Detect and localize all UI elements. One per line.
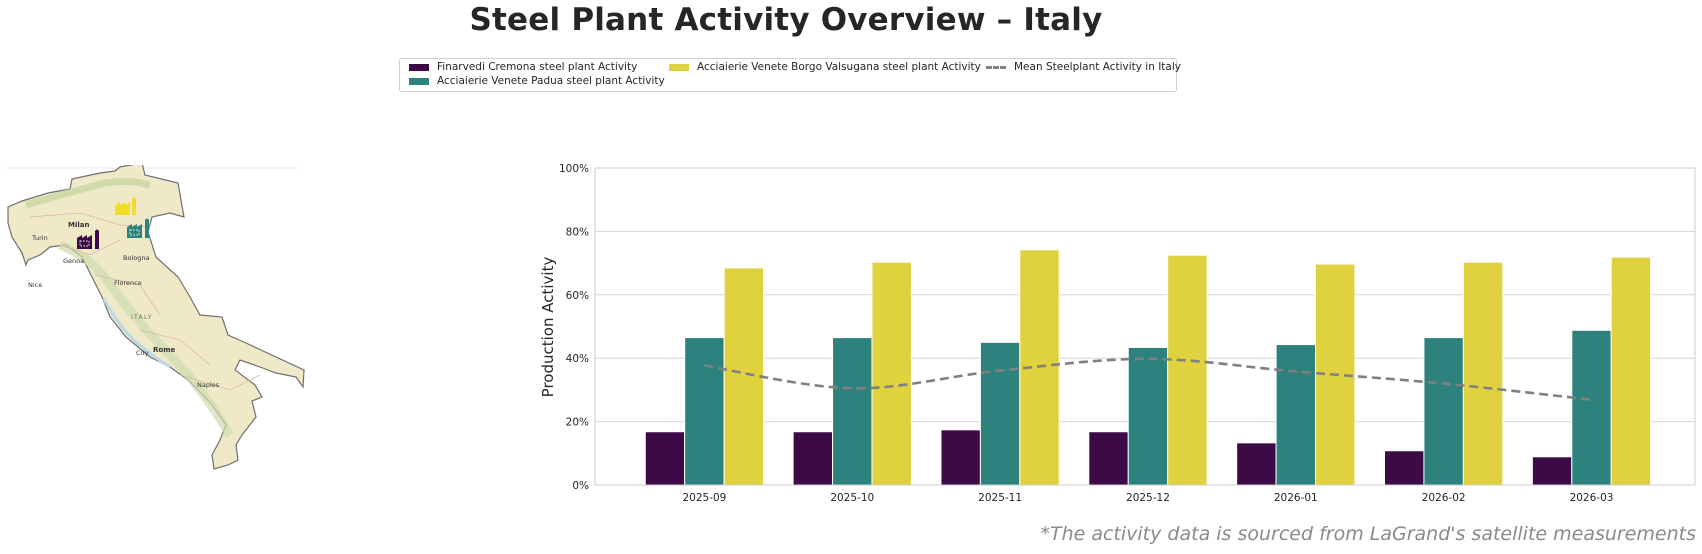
city-label-florence: Florence [114, 279, 142, 287]
bar [832, 337, 873, 486]
y-tick-label: 0% [572, 480, 589, 492]
city-label-nice: Nice [28, 281, 42, 289]
axis-layer: 0% 20% 40% 60% 80% 100% 2025-09 2025-10 2025-11 2… [559, 163, 1696, 504]
legend-item-padua: Acciaierie Venete Padua steel plant Acti… [409, 75, 665, 87]
map-apennines-relief [58, 240, 234, 438]
y-tick-label: 80% [566, 226, 589, 238]
bar [1127, 346, 1169, 486]
legend-swatch-padua [409, 77, 429, 85]
legend-label: Finarvedi Cremona steel plant Activity [437, 61, 638, 73]
map-west-coast-water [102, 298, 171, 369]
italy-map: Milan Turin Genoa Bologna Florence Rome … [0, 162, 310, 485]
y-tick-label: 40% [566, 353, 589, 365]
bar [940, 429, 981, 486]
legend-swatch-borgo-valsugana [669, 63, 689, 71]
bar [1423, 337, 1464, 486]
legend-swatch-mean-dashed [986, 65, 1006, 69]
bar [1571, 329, 1612, 486]
city-label-genoa: Genoa [63, 257, 84, 265]
map-alps-relief [25, 178, 151, 209]
italy-map-svg: Milan Turin Genoa Bologna Florence Rome … [6, 162, 305, 470]
bar [1275, 344, 1317, 486]
bar [1167, 254, 1208, 486]
bar [1531, 456, 1573, 486]
y-tick-label: 20% [566, 417, 589, 429]
bar [792, 431, 834, 486]
bar [1088, 431, 1129, 486]
bar [979, 341, 1021, 486]
y-tick-label: 100% [559, 163, 589, 175]
bar [684, 337, 725, 486]
data-source-footnote: *The activity data is sourced from LaGra… [1040, 523, 1696, 545]
factory-icon [77, 229, 99, 249]
bar [871, 261, 912, 486]
map-roads [29, 212, 261, 391]
x-tick-label: 2026-03 [1570, 492, 1614, 504]
plot-frame [594, 167, 1696, 486]
legend-item-mean: Mean Steelplant Activity in Italy [986, 61, 1181, 73]
bar [1610, 256, 1652, 486]
city-label-bologna: Bologna [123, 254, 149, 262]
map-city-labels: Milan Turin Genoa Bologna Florence Rome … [28, 221, 220, 389]
x-tick-label: 2026-01 [1274, 492, 1318, 504]
x-tick-label: 2025-10 [830, 492, 874, 504]
city-label-turin: Turin [31, 234, 48, 242]
x-tick-label: 2026-02 [1422, 492, 1466, 504]
factory-icon [115, 197, 136, 215]
city-label-city: City [136, 349, 149, 357]
bar [1384, 450, 1425, 486]
bar-layer [644, 249, 1652, 486]
mean-activity-line [704, 357, 1592, 402]
bar [1236, 442, 1277, 486]
bar [1462, 261, 1504, 486]
legend-swatch-cremona [409, 63, 429, 71]
x-tick-label: 2025-12 [1126, 492, 1170, 504]
chart-legend: Finarvedi Cremona steel plant Activity A… [399, 58, 1181, 92]
chart-title: Steel Plant Activity Overview – Italy [469, 2, 1103, 38]
factory-icon [127, 218, 149, 238]
x-tick-label: 2025-11 [978, 492, 1022, 504]
city-label-rome: Rome [153, 346, 175, 354]
bar [644, 431, 686, 486]
country-label-italy: ITALY [131, 313, 153, 321]
x-tick-label: 2025-09 [682, 492, 726, 504]
legend-label: Acciaierie Venete Padua steel plant Acti… [437, 75, 665, 87]
city-label-milan: Milan [68, 221, 89, 229]
y-tick-label: 60% [566, 290, 589, 302]
line-layer [704, 357, 1592, 402]
legend-item-cremona: Finarvedi Cremona steel plant Activity [409, 61, 637, 73]
legend-item-borgo-valsugana: Acciaierie Venete Borgo Valsugana steel … [669, 61, 981, 73]
bar [723, 267, 765, 486]
legend-label: Acciaierie Venete Borgo Valsugana steel … [697, 61, 981, 73]
city-label-naples: Naples [197, 381, 220, 389]
legend-label: Mean Steelplant Activity in Italy [1014, 61, 1181, 73]
y-axis-label: Production Activity [539, 257, 557, 398]
